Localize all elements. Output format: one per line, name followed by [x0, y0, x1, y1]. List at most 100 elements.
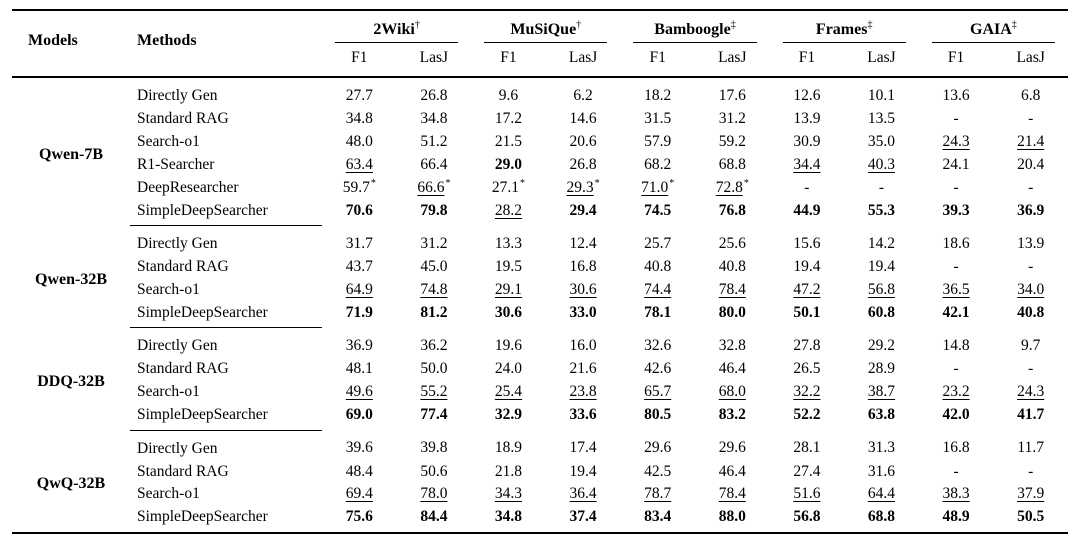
metric-value: 75.6: [345, 508, 373, 526]
benchmark-header-bamboogle: Bamboogle‡: [620, 10, 769, 43]
metric-value: 28.9: [867, 360, 896, 378]
metric-value: 9.7: [1021, 337, 1041, 355]
significance-star: *: [520, 177, 526, 189]
metric-value: 40.8: [1017, 304, 1045, 322]
metric-value: 27.4: [793, 462, 821, 480]
metric-value: 31.3: [867, 439, 896, 457]
metric-value: 19.4: [867, 258, 896, 276]
benchmark-marker: †: [414, 19, 420, 31]
metric-value: 16.8: [569, 258, 597, 276]
metric-value: 45.0: [420, 258, 448, 276]
metric-value: 34.8: [420, 109, 448, 127]
metric-value: 44.9: [793, 202, 821, 220]
metric-value: 78.1: [644, 304, 672, 322]
significance-star: *: [743, 177, 749, 189]
metric-value: 36.4: [569, 485, 597, 503]
benchmark-marker: ‡: [867, 19, 873, 31]
metric-value: 74.4: [644, 281, 672, 299]
benchmark-header-2wiki: 2Wiki†: [322, 10, 471, 43]
benchmark-rule: GAIA‡: [931, 20, 1055, 43]
metric-value: -: [878, 178, 885, 196]
metric-value: 46.4: [718, 462, 746, 480]
metric-value: 71.9: [345, 304, 373, 322]
metric-value: 23.8: [569, 383, 597, 401]
metric-value: 71.0*: [641, 177, 675, 196]
metric-value: 42.1: [942, 304, 970, 322]
metric-value: 38.3: [942, 485, 970, 503]
col-header-models: Models: [12, 10, 130, 78]
table-row: DeepResearcher 59.7* 66.6* 27.1* 29.3* 71.0* 7…: [12, 176, 1068, 199]
metric-value: 74.8: [420, 281, 448, 299]
metric-value: 78.4: [718, 281, 746, 299]
method-name: Standard RAG: [137, 258, 229, 276]
metric-value: 69.0: [345, 406, 373, 424]
metric-value: 6.2: [573, 87, 593, 104]
header-metric-row: F1 LasJ F1 LasJ F1 LasJ F1 LasJ F1 LasJ: [12, 43, 1068, 78]
metric-value: 30.6: [569, 281, 597, 299]
metric-value: 29.3*: [566, 177, 600, 196]
metric-value: 14.8: [942, 337, 970, 355]
metric-value: 42.6: [644, 360, 672, 378]
metric-value: 69.4: [345, 485, 373, 503]
metric-header-f1: F1: [620, 43, 695, 78]
metric-value: -: [953, 109, 959, 127]
metric-value: 33.6: [569, 406, 597, 424]
metric-value: 14.2: [867, 234, 896, 252]
metric-value: 15.6: [793, 234, 821, 252]
metric-value: 37.9: [1017, 485, 1045, 503]
method-name: Search-o1: [137, 485, 200, 503]
metric-value: 27.8: [793, 337, 821, 355]
metric-value: 9.6: [498, 87, 519, 104]
metric-value: 47.2: [793, 281, 821, 299]
metric-value: 39.6: [345, 439, 373, 457]
model-name: Qwen-32B: [35, 270, 107, 288]
metric-value: 83.2: [718, 406, 746, 424]
metric-value: 19.4: [793, 258, 821, 276]
method-name: Directly Gen: [137, 87, 218, 104]
metric-value: -: [1028, 109, 1034, 127]
metric-value: 24.3: [942, 132, 970, 150]
metric-value: 12.4: [569, 234, 597, 252]
metric-value: 81.2: [420, 304, 448, 322]
metric-value: 34.0: [1017, 281, 1045, 299]
metric-value: 24.1: [942, 155, 970, 173]
metric-value: 66.6*: [417, 177, 451, 196]
method-name: SimpleDeepSearcher: [137, 508, 268, 526]
metric-header-lasj: LasJ: [844, 43, 919, 78]
metric-value: 17.4: [569, 439, 597, 457]
metric-value: 6.8: [1021, 87, 1041, 104]
metric-value: 30.6: [494, 304, 523, 322]
metric-value: 88.0: [718, 508, 746, 526]
metric-value: 60.8: [867, 304, 896, 322]
method-name: SimpleDeepSearcher: [137, 303, 268, 321]
metric-value: 14.6: [569, 109, 597, 127]
metric-value: 59.2: [718, 132, 746, 150]
benchmark-rule: Bamboogle‡: [633, 20, 757, 43]
benchmark-name: Bamboogle: [654, 21, 731, 38]
metric-value: 35.0: [867, 132, 896, 150]
metric-value: 42.5: [644, 462, 672, 480]
metric-value: 16.0: [569, 337, 597, 355]
metric-value: 68.8: [718, 155, 746, 173]
metric-value: 40.8: [718, 258, 746, 276]
table-row: SimpleDeepSearcher 75.6 84.4 34.8 37.4 83.4 88…: [12, 506, 1068, 533]
metric-value: 48.4: [345, 462, 373, 480]
metric-value: 48.9: [942, 508, 970, 526]
method-name: Directly Gen: [130, 327, 322, 358]
metric-value: 38.7: [867, 383, 896, 401]
metric-value: 42.0: [942, 406, 970, 424]
metric-value: 29.6: [644, 439, 672, 457]
metric-value: 13.5: [867, 109, 896, 127]
metric-value: 52.2: [793, 406, 821, 424]
metric-header-f1: F1: [769, 43, 845, 78]
metric-value: -: [953, 178, 959, 196]
metric-value: 36.2: [420, 337, 448, 355]
metric-value: 31.5: [644, 109, 672, 127]
metric-header-lasj: LasJ: [396, 43, 472, 78]
benchmark-rule: Frames‡: [782, 19, 906, 43]
metric-value: 28.2: [494, 202, 523, 220]
method-name: Search-o1: [137, 281, 200, 299]
table-row: Search-o1 64.9 74.8 29.1 30.6 74.4 78.4 47.2 56.…: [12, 278, 1068, 301]
table-row: DDQ-32B Directly Gen 36.9 36.2 19.6 16.0 32.6 3…: [12, 327, 1068, 390]
metric-value: 50.0: [420, 360, 448, 378]
